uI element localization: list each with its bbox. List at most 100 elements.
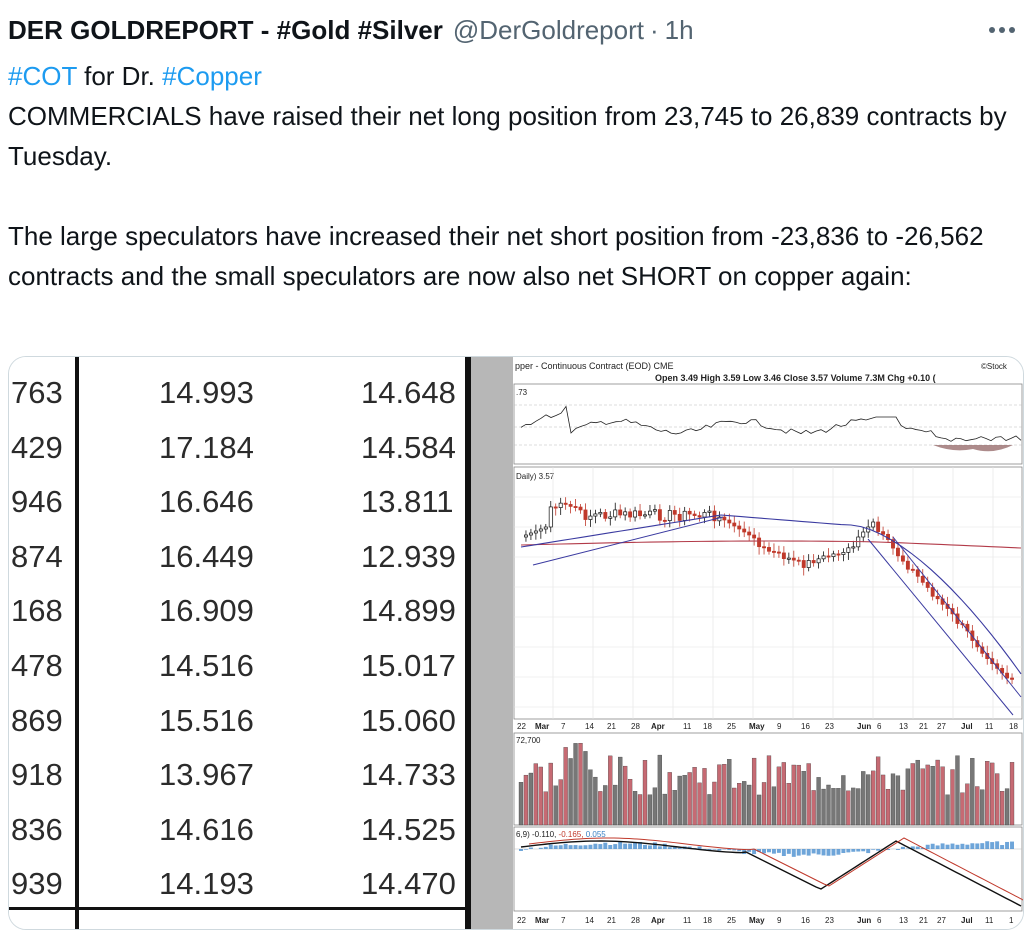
macd-histogram-bar: [925, 844, 930, 849]
volume-bar: [985, 761, 990, 826]
volume-bar: [707, 794, 712, 826]
x-tick-label: 9: [777, 916, 782, 925]
x-tick-label: Apr: [651, 916, 665, 925]
macd-histogram-bar: [895, 849, 900, 850]
macd-histogram-bar: [900, 846, 905, 849]
tweet-media[interactable]: 763 14.993 14.648 429 17.184 14.584 946 16.646 1…: [8, 356, 1024, 930]
x-axis-labels-mid: 22 Mar 7 14 21 28 Apr 11 18 25 May 9 16 23 Jun 6 13 21 27 J…: [517, 722, 1018, 731]
volume-bar: [727, 759, 732, 826]
candle-body: [781, 552, 786, 559]
macd-histogram-bar: [960, 843, 965, 849]
volume-bar: [682, 775, 687, 826]
volume-bar: [717, 764, 722, 826]
x-tick-label: Jul: [961, 722, 973, 731]
volume-bar: [880, 774, 886, 826]
x-tick-label: Mar: [535, 916, 549, 925]
author-name[interactable]: DER GOLDREPORT - #Gold #Silver: [8, 14, 443, 45]
macd-histogram-bar: [910, 846, 915, 849]
candle-body: [697, 515, 702, 518]
macd-histogram-bar: [578, 845, 583, 849]
candle-body: [613, 509, 618, 518]
candle-body: [588, 515, 593, 520]
macd-histogram-bar: [816, 849, 821, 855]
hashtag-copper[interactable]: #Copper: [162, 61, 262, 91]
volume-bar: [856, 788, 861, 826]
macd-histogram-bar: [717, 849, 722, 851]
volume-bar: [588, 769, 593, 826]
x-axis-labels-bottom: 22 Mar 7 14 21 28 Apr 11 18 25 May 9 16 23 Jun 6 13 21 27 J…: [517, 916, 1014, 925]
table-cell: 14.525: [361, 811, 456, 847]
macd-histogram-bar: [712, 849, 717, 850]
hashtag-cot[interactable]: #COT: [8, 61, 77, 91]
table-cell: 14.993: [159, 375, 254, 410]
volume-bar: [885, 788, 891, 826]
volume-bar: [925, 764, 930, 826]
candle-body: [900, 555, 905, 562]
volume-bar: [761, 782, 767, 826]
volume-bar: [1009, 762, 1015, 826]
volume-bar: [538, 766, 543, 826]
table-cell: 16.449: [159, 538, 254, 574]
x-tick-label: May: [749, 722, 765, 731]
volume-bar: [781, 762, 786, 826]
volume-bar: [851, 787, 856, 826]
volume-bar: [623, 765, 628, 826]
cot-table-image[interactable]: 763 14.993 14.648 429 17.184 14.584 946 16.646 1…: [9, 357, 513, 929]
table-cell: 13.967: [159, 757, 254, 793]
candle-body: [608, 516, 613, 519]
candle-body: [638, 510, 642, 517]
tweet-line-1: #COT for Dr. #Copper: [8, 56, 1018, 96]
x-tick-label: 21: [919, 916, 928, 925]
candle-body: [881, 531, 886, 535]
x-tick-label: 25: [727, 722, 736, 731]
macd-histogram-bar: [558, 845, 563, 849]
table-cell: 13.811: [361, 484, 454, 520]
separator-dot: ·: [650, 14, 659, 45]
volume-bar: [593, 776, 598, 826]
volume-bar: [955, 755, 960, 826]
volume-bar: [970, 758, 975, 826]
macd-histogram-bar: [861, 849, 866, 852]
volume-bar: [642, 760, 648, 826]
macd-histogram-bar: [697, 846, 702, 849]
tweet-timestamp[interactable]: 1h: [664, 14, 694, 45]
moving-average-short: [520, 514, 1022, 675]
candle-body: [717, 516, 722, 522]
macd-histogram-bar: [856, 849, 861, 852]
macd-histogram-bar: [628, 843, 633, 849]
volume-bar: [548, 762, 553, 826]
table-cell: 14.193: [159, 866, 254, 902]
volume-bar: [826, 784, 831, 826]
macd-histogram-bar: [811, 849, 816, 854]
table-row: 946 16.646 13.811: [9, 474, 471, 528]
volume-bar: [647, 794, 653, 826]
x-tick-label: 23: [825, 916, 834, 925]
x-tick-label: 13: [899, 916, 908, 925]
volume-bar: [766, 755, 772, 826]
author-handle[interactable]: @DerGoldreport: [452, 14, 644, 45]
x-tick-label: 11: [985, 916, 994, 925]
tweet-paragraph-1: COMMERCIALS have raised their net long p…: [8, 101, 1007, 171]
macd-histogram-bar: [598, 844, 603, 849]
candle-body: [593, 513, 598, 517]
channel-line-upper: [892, 536, 1022, 698]
macd-panel: [513, 826, 1023, 912]
volume-bar: [871, 770, 876, 826]
candle-body: [672, 510, 677, 515]
macd-histogram-bar: [930, 843, 935, 849]
copper-chart-image[interactable]: pper - Continuous Contract (EOD) CME ©St…: [513, 357, 1023, 929]
volume-bar: [935, 759, 940, 826]
volume-bar: [553, 785, 558, 826]
tweet-text: #COT for Dr. #Copper COMMERCIALS have ra…: [8, 56, 1018, 296]
more-options-button[interactable]: [982, 12, 1022, 48]
candle-body: [871, 521, 876, 528]
candle-body: [841, 552, 846, 555]
volume-bar: [603, 785, 608, 826]
volume-bar: [831, 788, 836, 826]
volume-bar: [632, 791, 638, 826]
x-tick-label: 21: [607, 722, 616, 731]
volume-bar: [786, 783, 791, 826]
x-tick-label: 9: [777, 722, 782, 731]
volume-bar: [742, 781, 747, 826]
table-cell: 17.184: [159, 429, 254, 465]
